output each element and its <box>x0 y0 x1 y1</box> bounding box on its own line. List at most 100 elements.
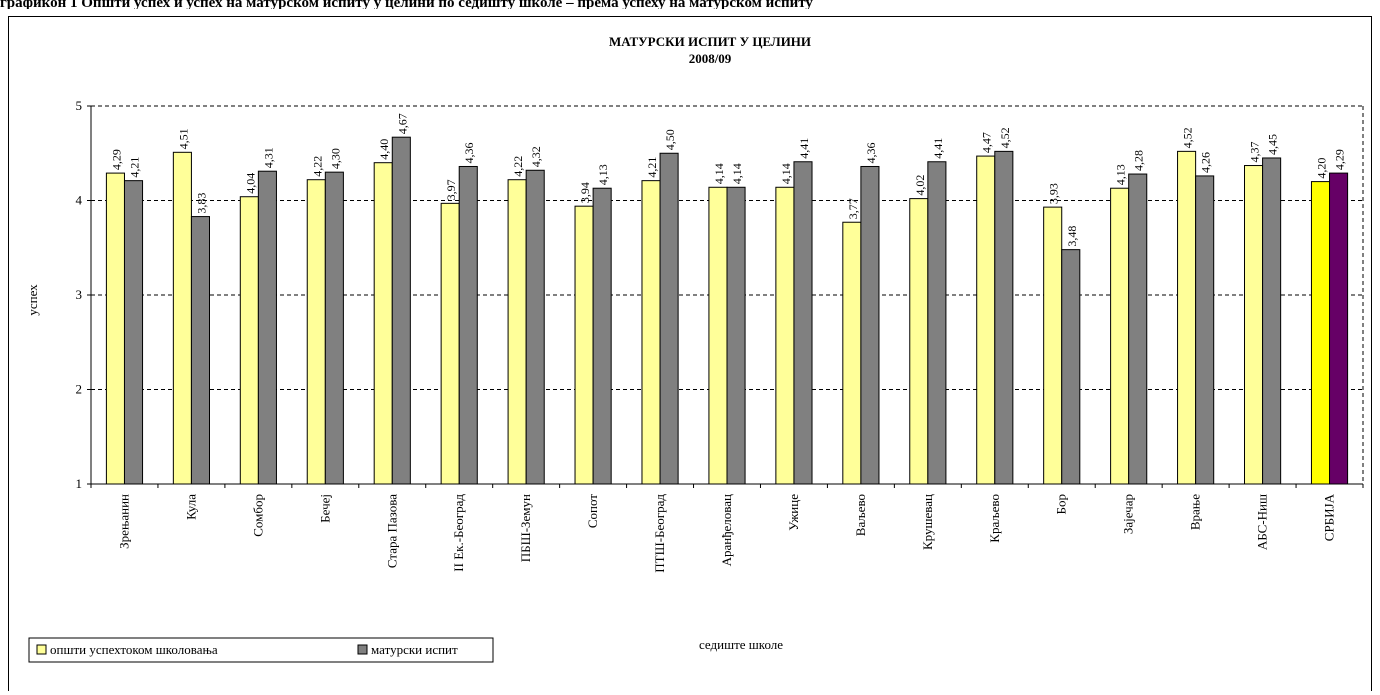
bar-matura-exam <box>526 170 544 484</box>
bar-matura-exam <box>995 151 1013 484</box>
x-tick-label: Ваљево <box>853 494 868 536</box>
chart-subtitle: 2008/09 <box>689 51 732 66</box>
x-tick-label: Кула <box>183 494 198 520</box>
value-label: 4,22 <box>310 156 324 177</box>
bar-general-success <box>709 187 727 484</box>
y-tick-label: 2 <box>76 382 83 397</box>
value-label: 3,97 <box>444 179 458 200</box>
bar-general-success <box>173 152 191 484</box>
bar-matura-exam <box>258 171 276 484</box>
x-tick-label: ПТШ-Београд <box>652 494 667 573</box>
x-tick-label: II Ек.-Београд <box>451 494 466 572</box>
value-label: 4,30 <box>328 148 342 169</box>
x-tick-labels: Зрењанин Кула Сомбор Бечеј Стара Пазова II Ек… <box>116 493 1336 572</box>
value-label: 4,52 <box>1181 127 1195 148</box>
value-label: 4,28 <box>1132 150 1146 171</box>
value-label: 3,83 <box>194 193 208 214</box>
bar-general-success <box>240 197 258 484</box>
bars <box>106 137 1347 484</box>
value-label: 4,26 <box>1199 152 1213 173</box>
legend-label-general-success: општи успехтоком школовања <box>50 642 218 657</box>
value-label: 4,13 <box>596 164 610 185</box>
y-tick-labels: 1 2 3 4 5 <box>76 98 83 491</box>
bar-general-success <box>1111 188 1129 484</box>
value-label: 3,94 <box>578 182 592 203</box>
figure-caption: графикон 1 Општи успех и успех на матурс… <box>0 0 1380 9</box>
x-tick-label: Краљево <box>987 494 1002 543</box>
bar-matura-exam <box>1129 174 1147 484</box>
x-tick-label: АБС-Ниш <box>1255 494 1270 550</box>
x-tick-label: Врање <box>1188 494 1203 530</box>
bar-matura-exam <box>1330 173 1348 484</box>
value-label: 4,14 <box>779 163 793 184</box>
x-tick-label: Сомбор <box>250 494 265 537</box>
y-tick-label: 1 <box>76 476 83 491</box>
bar-general-success <box>977 156 995 484</box>
bar-matura-exam <box>459 166 477 484</box>
x-tick-label: Сопот <box>585 494 600 528</box>
bar-general-success <box>843 222 861 484</box>
value-label: 4,13 <box>1114 164 1128 185</box>
value-label: 4,47 <box>980 132 994 153</box>
value-label: 4,52 <box>998 127 1012 148</box>
x-tick-label: Крушевац <box>920 494 935 550</box>
x-tick-label: Бор <box>1054 494 1069 514</box>
bar-matura-exam <box>727 187 745 484</box>
x-tick-label: Зајечар <box>1121 494 1136 534</box>
bar-matura-exam <box>660 153 678 484</box>
x-tick-label: Бечеј <box>317 494 332 523</box>
value-label: 4,45 <box>1266 134 1280 155</box>
bar-matura-exam <box>593 188 611 484</box>
bar-general-success <box>441 203 459 484</box>
bar-general-success <box>106 173 124 484</box>
value-label: 4,21 <box>128 157 142 178</box>
chart-frame: МАТУРСКИ ИСПИТ У ЦЕЛИНИ 2008/09 успех се… <box>8 16 1372 691</box>
bar-matura-exam <box>392 137 410 484</box>
x-tick-label: Стара Пазова <box>384 494 399 568</box>
y-tick-label: 5 <box>76 98 83 113</box>
bar-general-success <box>1245 166 1263 484</box>
legend: општи успехтоком школовања матурски испи… <box>29 638 493 662</box>
value-label: 4,21 <box>645 157 659 178</box>
bar-general-success <box>307 180 325 484</box>
y-tick-label: 4 <box>76 193 83 208</box>
bar-general-success <box>642 181 660 484</box>
bar-general-success <box>1044 207 1062 484</box>
bar-general-success <box>1311 182 1329 484</box>
legend-label-matura-exam: матурски испит <box>371 642 458 657</box>
value-label: 4,14 <box>730 163 744 184</box>
value-label: 3,77 <box>846 198 860 219</box>
bar-chart: МАТУРСКИ ИСПИТ У ЦЕЛИНИ 2008/09 успех се… <box>9 17 1371 690</box>
value-label: 4,04 <box>243 173 257 194</box>
value-label: 4,31 <box>261 147 275 168</box>
bar-matura-exam <box>1062 250 1080 484</box>
x-axis-label: седиште школе <box>699 637 783 652</box>
bar-general-success <box>776 187 794 484</box>
value-label: 3,48 <box>1065 226 1079 247</box>
x-tick-label: ПБШ-Земун <box>518 494 533 562</box>
value-label: 4,36 <box>864 142 878 163</box>
bar-matura-exam <box>325 172 343 484</box>
value-label: 4,51 <box>176 128 190 149</box>
chart-title: МАТУРСКИ ИСПИТ У ЦЕЛИНИ <box>609 34 811 49</box>
value-label: 4,02 <box>913 175 927 196</box>
x-tick-label: Аранђеловац <box>719 494 734 566</box>
bar-matura-exam <box>124 181 142 484</box>
bar-matura-exam <box>861 166 879 484</box>
x-tick-label: Зрењанин <box>116 494 131 549</box>
value-label: 4,20 <box>1314 158 1328 179</box>
value-label: 4,50 <box>663 129 677 150</box>
value-label: 4,67 <box>395 113 409 134</box>
y-tick-label: 3 <box>76 287 83 302</box>
bar-general-success <box>1178 151 1196 484</box>
bar-general-success <box>508 180 526 484</box>
legend-swatch-general-success <box>37 645 46 654</box>
value-label: 3,93 <box>1047 183 1061 204</box>
bar-general-success <box>910 199 928 484</box>
value-label: 4,29 <box>109 149 123 170</box>
value-label: 4,22 <box>511 156 525 177</box>
value-label: 4,29 <box>1333 149 1347 170</box>
bar-general-success <box>374 163 392 484</box>
y-axis-label: успех <box>25 284 40 316</box>
x-tick-label: Ужице <box>786 494 801 531</box>
